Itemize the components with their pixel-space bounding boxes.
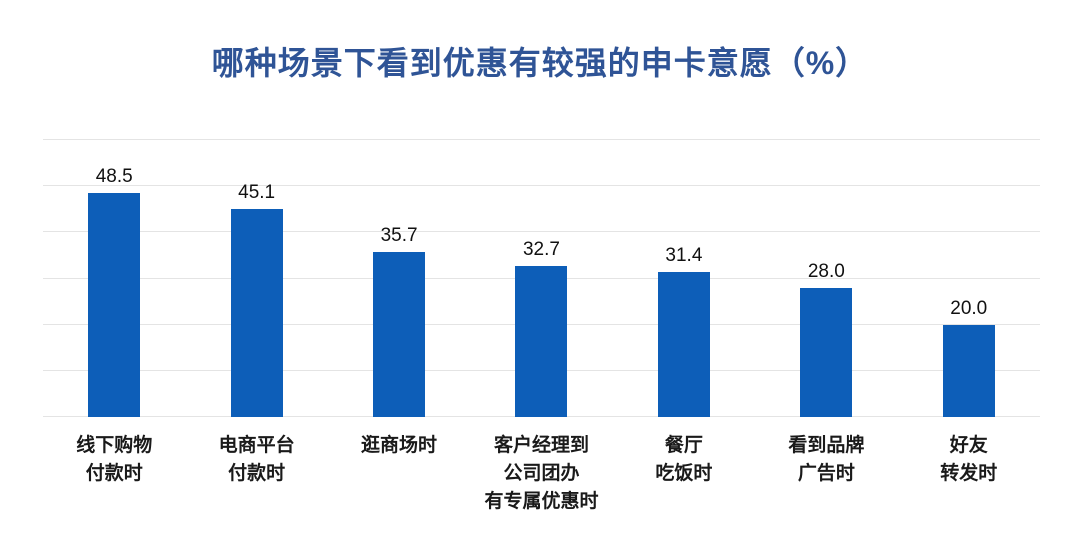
bar bbox=[942, 324, 995, 417]
category-label: 电商平台 付款时 bbox=[218, 435, 295, 484]
gridline bbox=[43, 231, 1040, 233]
gridline bbox=[43, 139, 1040, 140]
bar-value-label: 35.7 bbox=[380, 225, 418, 247]
bars-row: 48.5 45.1 35.7 32.7 31.4 28.0 20.0 bbox=[43, 140, 1040, 417]
bar-group: 28.0 bbox=[755, 140, 897, 417]
gridline bbox=[43, 185, 1040, 187]
category-axis: 线下购物 付款时 电商平台 付款时 逛商场时 客户经理到 公司团办 有专属优惠时 餐厅 … bbox=[43, 417, 1040, 516]
bar-value-label: 28.0 bbox=[807, 260, 845, 282]
category-label: 逛商场时 bbox=[361, 435, 438, 456]
bar-value-label: 45.1 bbox=[238, 181, 276, 203]
chart-title: 哪种场景下看到优惠有较强的申卡意愿（%） bbox=[211, 45, 869, 81]
category-label: 客户经理到 公司团办 有专属优惠时 bbox=[484, 435, 599, 512]
category-label: 看到品牌 广告时 bbox=[788, 435, 865, 484]
bar-value-label: 32.7 bbox=[522, 239, 560, 261]
bar-value-label: 48.5 bbox=[95, 166, 133, 188]
bar-group: 31.4 bbox=[613, 140, 755, 417]
bar-value-label: 31.4 bbox=[665, 245, 703, 267]
bar-group: 32.7 bbox=[470, 140, 612, 417]
category-label: 好友 转发时 bbox=[940, 435, 998, 484]
category-label: 餐厅 吃饭时 bbox=[655, 435, 713, 484]
category-label: 线下购物 付款时 bbox=[76, 435, 153, 484]
bar bbox=[515, 266, 568, 417]
bar bbox=[657, 272, 710, 417]
bar bbox=[230, 208, 283, 417]
bar bbox=[88, 193, 141, 417]
bar-value-label: 20.0 bbox=[950, 297, 988, 319]
plot-area: 48.5 45.1 35.7 32.7 31.4 28.0 20.0 bbox=[43, 139, 1040, 417]
bar-group: 45.1 bbox=[185, 140, 327, 417]
bar-group: 20.0 bbox=[898, 140, 1040, 417]
bar bbox=[373, 252, 426, 417]
bar-group: 35.7 bbox=[328, 140, 470, 417]
bar bbox=[800, 287, 853, 417]
bar-group: 48.5 bbox=[43, 140, 185, 417]
